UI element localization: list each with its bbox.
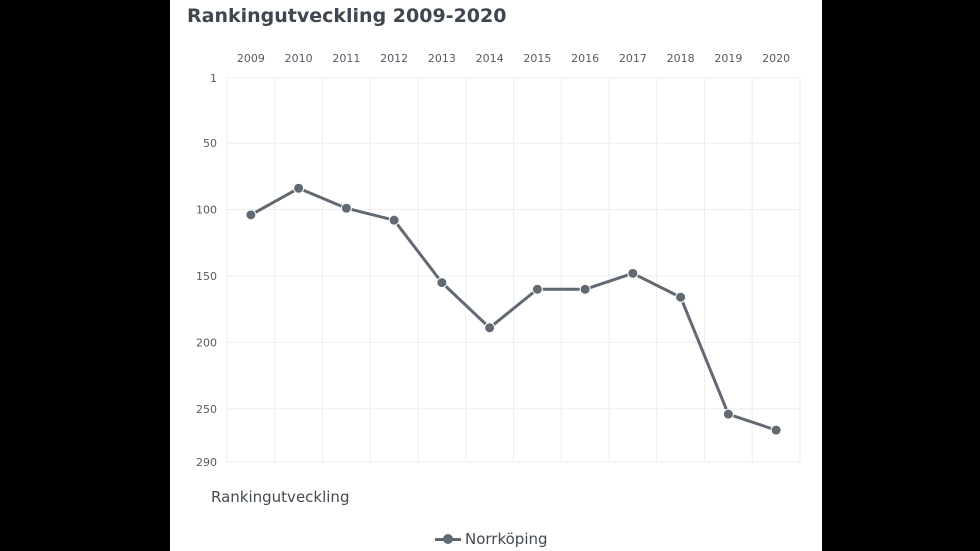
data-point	[436, 277, 448, 289]
x-tick-label: 2015	[523, 52, 551, 65]
x-tick-label: 2012	[380, 52, 408, 65]
chart-subtitle: Rankingutveckling	[211, 488, 350, 506]
data-point	[675, 291, 687, 303]
x-tick-label: 2009	[237, 52, 265, 65]
x-tick-label: 2017	[619, 52, 647, 65]
y-tick-label: 250	[196, 403, 217, 416]
x-tick-label: 2020	[762, 52, 790, 65]
legend[interactable]: Norrköping	[435, 530, 548, 548]
data-point	[340, 202, 352, 214]
data-point	[770, 424, 782, 436]
y-tick-label: 1	[210, 72, 217, 85]
y-tick-label: 100	[196, 204, 217, 217]
chart-title: Rankingutveckling 2009-2020	[187, 5, 507, 27]
y-tick-label: 290	[196, 456, 217, 469]
x-tick-label: 2019	[714, 52, 742, 65]
y-tick-label: 50	[203, 137, 217, 150]
x-tick-label: 2010	[285, 52, 313, 65]
y-tick-label: 200	[196, 336, 217, 349]
data-point	[579, 283, 591, 295]
chart-panel: Rankingutveckling 2009-2020 1 50 100 150 200…	[170, 0, 822, 551]
data-point	[484, 322, 496, 334]
series-line	[249, 186, 778, 432]
x-tick-label: 2014	[476, 52, 504, 65]
data-point	[245, 209, 257, 221]
data-point	[293, 182, 305, 194]
x-tick-label: 2018	[667, 52, 695, 65]
x-tick-label: 2013	[428, 52, 456, 65]
data-point	[627, 267, 639, 279]
data-point	[531, 283, 543, 295]
data-point	[722, 408, 734, 420]
legend-marker-icon	[435, 533, 461, 545]
legend-label: Norrköping	[465, 530, 548, 548]
y-tick-label: 150	[196, 270, 217, 283]
data-point	[388, 214, 400, 226]
x-tick-label: 2011	[332, 52, 360, 65]
x-tick-label: 2016	[571, 52, 599, 65]
